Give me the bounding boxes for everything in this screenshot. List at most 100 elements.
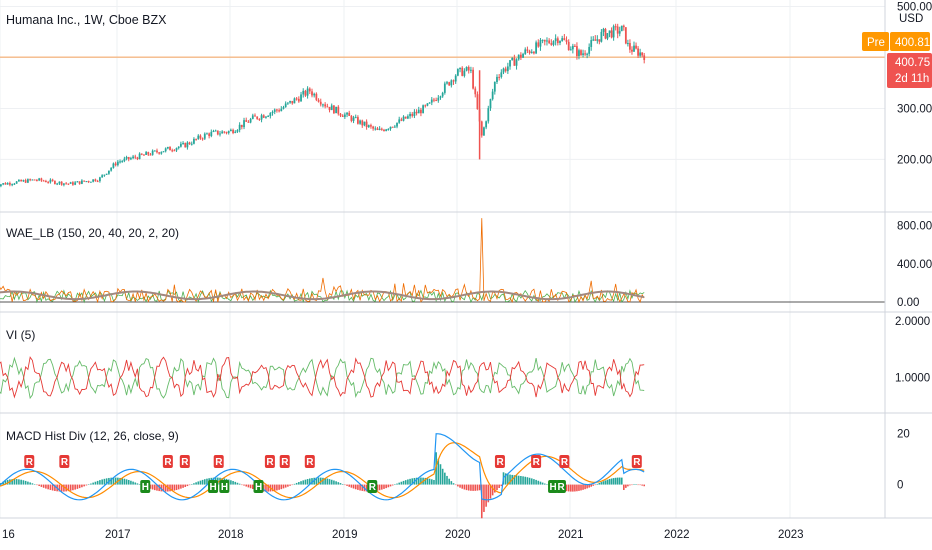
candle-body [415, 111, 418, 114]
macd-hist-bar [391, 484, 394, 486]
candle-body [267, 116, 270, 118]
macd-title: MACD Hist Div (12, 26, close, 9) [6, 429, 179, 443]
macd-hist-bar [618, 477, 621, 485]
macd-hist-bar [158, 484, 160, 492]
price-candles[interactable] [0, 23, 646, 188]
macd-hist-bar [376, 484, 379, 491]
candle-body [404, 116, 407, 119]
bull-divergence-label-text: H [255, 482, 262, 493]
macd-hist-bar [457, 484, 459, 487]
candle-body [78, 181, 81, 184]
candle-body [284, 103, 287, 108]
candle-body [151, 150, 154, 155]
candle-body [47, 182, 50, 184]
candle-body [346, 112, 348, 115]
pre-badge [862, 32, 889, 51]
candle-body [132, 156, 134, 159]
bear-divergence-label-text: R [164, 457, 172, 468]
macd-hist-bar [346, 484, 348, 486]
candle-body [370, 125, 372, 127]
candle-body [175, 148, 178, 151]
macd-hist-bar [67, 484, 70, 492]
price-axis[interactable]: 200.00 300.00 500.00 800.00 400.00 0.00 2.0000… [895, 2, 932, 492]
candle-body [446, 82, 448, 84]
vi-title: VI (5) [6, 328, 35, 342]
candle-body [295, 98, 298, 100]
bull-divergence-label-text: H [550, 482, 557, 493]
bull-divergence-label-text: H [210, 482, 217, 493]
bear-divergence-label-text: R [181, 457, 189, 468]
candle-body [380, 128, 383, 130]
macd-hist-bar [530, 478, 533, 485]
wae-tick-label: 800.00 [897, 221, 932, 233]
candle-body [339, 113, 342, 116]
macd-hist-bar [29, 482, 31, 485]
macd-hist-bar [337, 482, 340, 485]
bear-divergence-label-text: R [61, 457, 69, 468]
macd-tick-label: 20 [897, 429, 910, 441]
macd-hist-bar [289, 484, 291, 486]
candle-body [232, 129, 234, 133]
macd-hist-bar [504, 473, 507, 485]
macd-hist-bar [515, 475, 518, 485]
candle-body [145, 152, 148, 155]
candle-body [506, 66, 509, 72]
candle-body [614, 26, 617, 28]
candle-body [319, 101, 322, 105]
macd-hist-bar [489, 484, 492, 499]
wae-indicator[interactable] [0, 218, 645, 304]
candle-body [559, 40, 561, 44]
candle-body [567, 41, 570, 51]
bear-divergence-label-text: R [26, 457, 34, 468]
macd-hist-bar [6, 479, 9, 485]
macd-hist-bar [295, 482, 298, 485]
macd-hist-bar [389, 484, 392, 487]
macd-hist-bar [112, 477, 115, 485]
macd-hist-bar [103, 478, 106, 485]
candle-body [409, 113, 411, 117]
bull-divergence-label [555, 480, 566, 493]
bull-divergence-label-text: H [142, 482, 149, 493]
candle-body [173, 150, 176, 152]
candle-body [569, 49, 572, 51]
wae-tick-label: 0.00 [897, 297, 919, 309]
candle-body [99, 177, 101, 182]
macd-hist-bar [396, 483, 398, 485]
candle-body [548, 40, 551, 44]
candle-body [546, 40, 548, 42]
candle-body [76, 181, 79, 183]
macd-hist-bar [465, 484, 468, 491]
candle-body [594, 39, 597, 41]
time-axis[interactable]: 16 2017 2018 2019 2020 2021 2022 2023 [2, 529, 804, 541]
candle-body [631, 49, 633, 52]
macd-hist-bar [33, 484, 36, 485]
macd-hist-bar [271, 484, 274, 492]
vi-indicator[interactable] [0, 356, 645, 400]
macd-hist-bar [620, 477, 623, 485]
candle-body [238, 124, 241, 130]
macd-hist-bar [590, 484, 592, 487]
candle-body [300, 94, 302, 102]
macd-hist-bar [51, 484, 54, 491]
candle-body [114, 163, 117, 166]
candle-body [208, 133, 211, 137]
price-tick-label: 200.00 [897, 154, 932, 166]
candle-body [330, 105, 333, 111]
candle-body [149, 154, 152, 156]
macd-hist-bar [99, 480, 101, 485]
macd-hist-bar [565, 484, 568, 492]
macd-hist-bar [417, 477, 420, 485]
candle-body [433, 99, 435, 101]
macd-indicator[interactable] [0, 433, 645, 519]
macd-hist-bar [311, 478, 313, 485]
macd-hist-bar [520, 476, 522, 485]
candle-body [513, 57, 516, 66]
macd-hist-bar [394, 484, 396, 486]
candle-body [393, 126, 396, 128]
time-tick-label: 2018 [218, 529, 244, 541]
candle-body [450, 80, 453, 86]
macd-hist-bar [478, 484, 481, 491]
candle-body [101, 175, 104, 178]
candle-body [463, 70, 466, 76]
